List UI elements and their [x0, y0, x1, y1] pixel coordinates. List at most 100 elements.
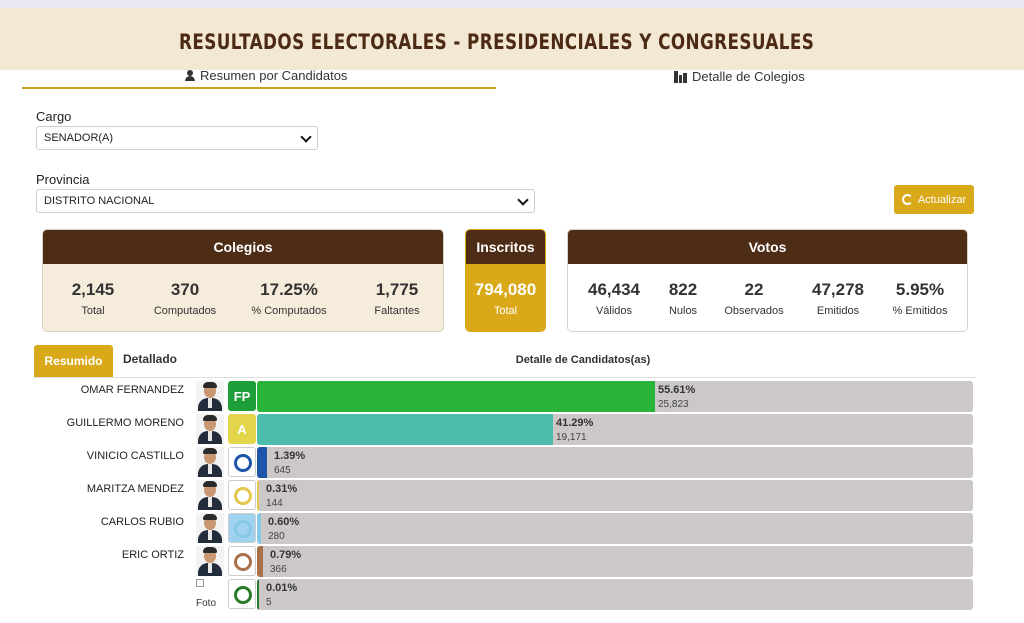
stat-label: Nulos: [668, 304, 698, 317]
stat-label: Emitidos: [816, 304, 860, 317]
result-bar: [257, 546, 973, 577]
votos-title: Votos: [568, 230, 967, 264]
cargo-value: SENADOR(A): [44, 132, 114, 144]
cargo-select[interactable]: SENADOR(A): [36, 126, 318, 150]
candidate-name: CARLOS RUBIO: [100, 516, 184, 528]
votos-stat: 22 Observados: [706, 264, 802, 331]
tab-detail[interactable]: Detalle de Colegios: [674, 69, 805, 84]
fp-logo: FP: [228, 381, 256, 411]
stat-value: 47,278: [812, 279, 864, 299]
refresh-icon: [901, 194, 913, 205]
inscritos-stat: 794,080 Total: [466, 264, 545, 331]
stat-label: Válidos: [595, 304, 633, 317]
alianza-pais-logo: A: [228, 414, 256, 444]
party-logo-rings: [228, 546, 256, 576]
result-percent: 0.79%: [270, 549, 302, 561]
candidate-name: OMAR FERNANDEZ: [80, 384, 184, 396]
party-logo-map: [228, 480, 256, 510]
stat-value: 17.25%: [260, 279, 318, 299]
stat-value: 794,080: [474, 279, 537, 299]
update-button[interactable]: Actualizar: [894, 185, 974, 214]
tab-summary[interactable]: Resumen por Candidatos: [185, 68, 347, 83]
cargo-label: Cargo: [36, 109, 72, 124]
colegios-stat: 2,145 Total: [43, 264, 143, 331]
result-votes: 144: [266, 498, 283, 509]
result-bar: [257, 447, 973, 478]
result-votes: 25,823: [658, 399, 689, 410]
result-bar: [257, 579, 973, 610]
update-button-label: Actualizar: [917, 193, 967, 206]
stat-label: Total: [493, 304, 518, 317]
fnp-logo: [228, 447, 256, 477]
provincia-select[interactable]: DISTRITO NACIONAL: [36, 189, 535, 213]
top-strip: [0, 0, 1024, 8]
stat-value: 1,775: [375, 279, 419, 299]
candidate-photo: [196, 447, 224, 477]
header-banner: RESULTADOS ELECTORALES - PRESIDENCIALES …: [0, 8, 1024, 70]
candidate-name: VINICIO CASTILLO: [86, 450, 184, 462]
stat-value: 22: [744, 279, 764, 299]
tab-detallado[interactable]: Detallado: [122, 352, 177, 366]
result-votes: 366: [270, 564, 287, 575]
candidate-photo: [196, 480, 224, 510]
colegios-stat: 17.25% % Computados: [227, 264, 351, 331]
stat-label: Total: [81, 304, 105, 317]
inscritos-title: Inscritos: [466, 230, 545, 264]
result-bar-fill: [257, 381, 655, 412]
stat-label: Observados: [724, 304, 784, 317]
page-title: RESULTADOS ELECTORALES - PRESIDENCIALES …: [179, 30, 815, 54]
tab-summary-underline: [22, 87, 496, 89]
header-divider: [34, 377, 976, 378]
candidate-name: MARITZA MENDEZ: [86, 483, 184, 495]
result-bar-fill: [257, 579, 259, 610]
result-bar-fill: [257, 447, 267, 478]
candidate-photo: [196, 414, 224, 444]
votos-stat: 822 Nulos: [660, 264, 706, 331]
votos-stat: 5.95% % Emitidos: [874, 264, 966, 331]
party-logo-bird: [228, 513, 256, 543]
result-votes: 19,171: [556, 432, 587, 443]
result-percent: 0.31%: [266, 483, 298, 495]
building-icon: [674, 70, 687, 83]
stat-label: Computados: [153, 304, 217, 317]
broken-image-icon: Foto: [196, 579, 216, 609]
result-bar: [257, 513, 973, 544]
candidate-photo: [196, 546, 224, 576]
result-bar: [257, 480, 973, 511]
inscritos-card: Inscritos 794,080 Total: [465, 229, 546, 332]
tab-detail-label: Detalle de Colegios: [692, 69, 805, 84]
colegios-card: Colegios 2,145 Total 370 Computados 17.2…: [42, 229, 444, 332]
stat-label: % Computados: [251, 304, 327, 317]
tab-resumido[interactable]: Resumido: [34, 345, 113, 377]
result-percent: 55.61%: [658, 384, 696, 396]
result-votes: 5: [266, 597, 272, 608]
candidate-name: ERIC ORTIZ: [121, 549, 184, 561]
result-bar-fill: [257, 480, 259, 511]
colegios-stat: 1,775 Faltantes: [351, 264, 443, 331]
candidates-header: Detalle de Candidatos(as): [515, 354, 651, 366]
chevron-down-icon: [300, 131, 312, 143]
result-percent: 0.60%: [268, 516, 300, 528]
result-bar: [257, 381, 973, 412]
stat-label: % Emitidos: [892, 304, 948, 317]
result-percent: 1.39%: [274, 450, 306, 462]
votos-card: Votos 46,434 Válidos 822 Nulos 22 Observ…: [567, 229, 968, 332]
photo-alt-text: Foto: [196, 598, 217, 609]
chevron-down-icon: [517, 194, 529, 206]
stat-value: 822: [668, 279, 698, 299]
candidate-photo: [196, 381, 224, 411]
result-votes: 280: [268, 531, 285, 542]
stat-value: 46,434: [588, 279, 640, 299]
result-bar-fill: [257, 414, 553, 445]
colegios-title: Colegios: [43, 230, 443, 264]
candidate-photo: [196, 513, 224, 543]
colegios-stat: 370 Computados: [143, 264, 227, 331]
provincia-value: DISTRITO NACIONAL: [44, 195, 155, 207]
candidate-name: GUILLERMO MORENO: [66, 417, 184, 429]
stat-value: 370: [170, 279, 200, 299]
votos-stat: 46,434 Válidos: [568, 264, 660, 331]
tab-summary-label: Resumen por Candidatos: [200, 68, 348, 83]
stat-label: Faltantes: [374, 304, 420, 317]
result-bar-fill: [257, 513, 261, 544]
user-icon: [185, 70, 195, 81]
